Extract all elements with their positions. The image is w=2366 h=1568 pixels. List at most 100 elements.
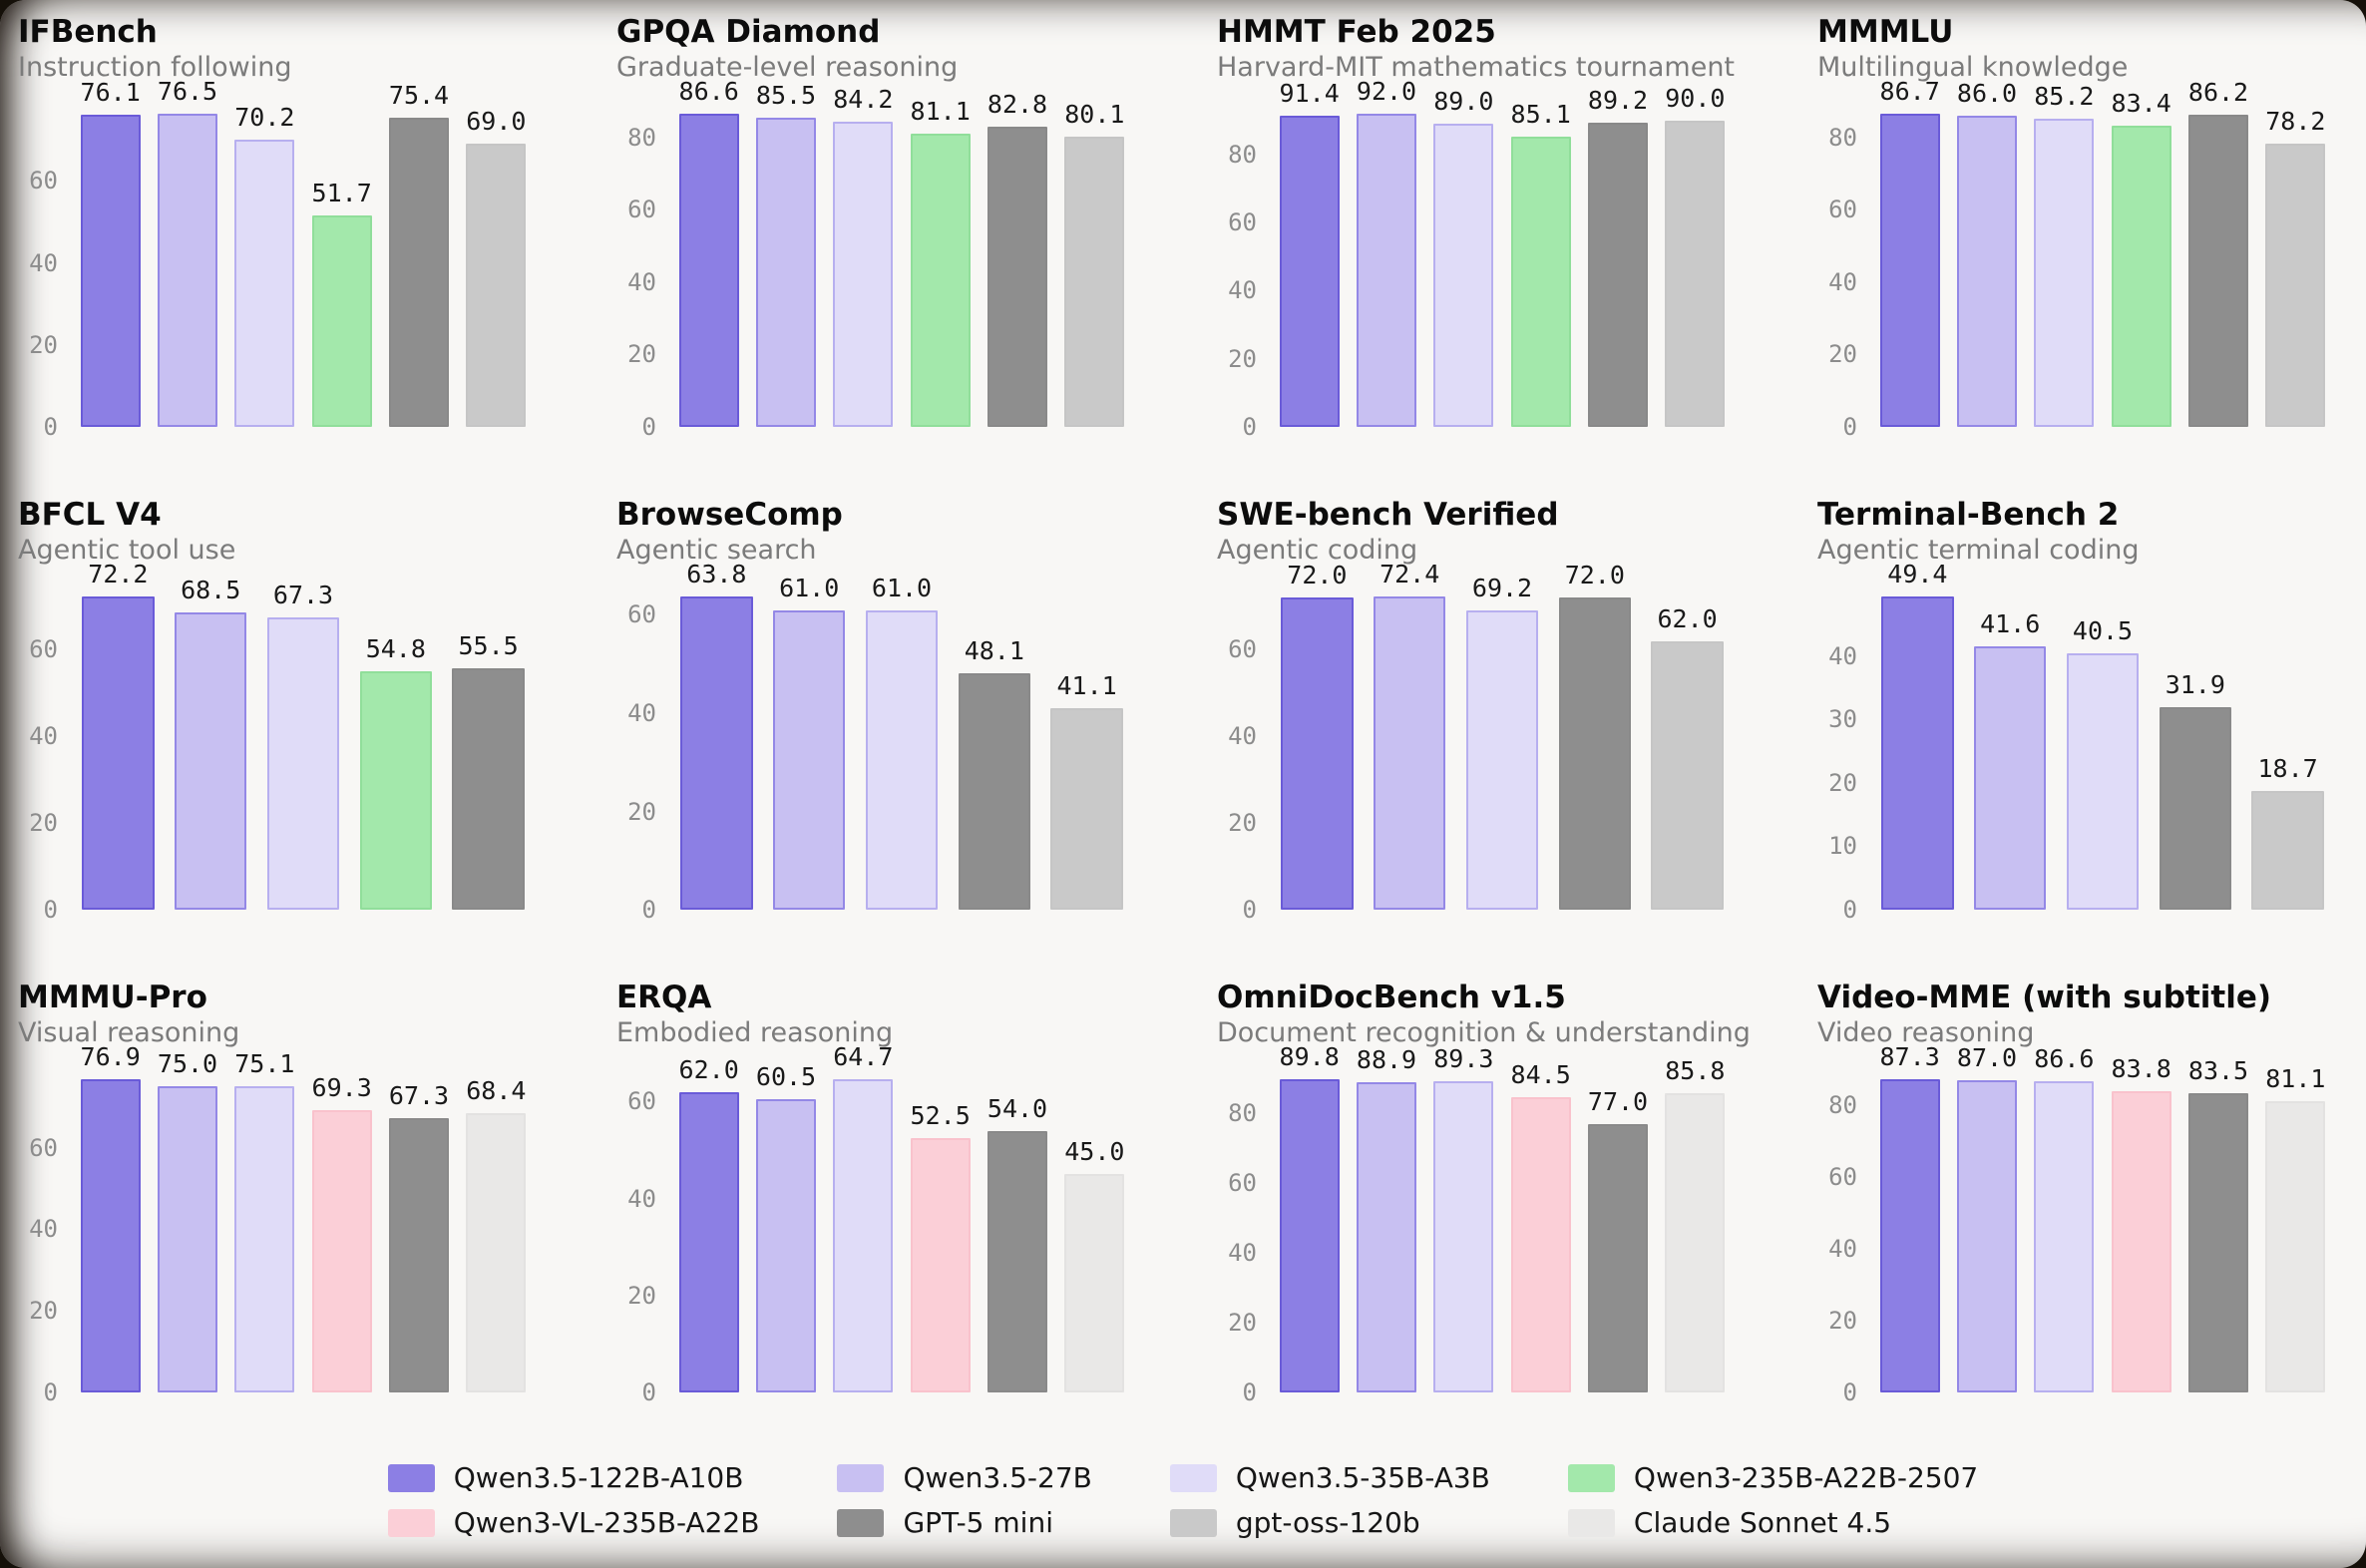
chart-cell: GPQA Diamond Graduate-level reasoning 0 20 4…: [606, 6, 1207, 489]
bar: [388, 118, 450, 427]
bar: [1279, 115, 1340, 427]
bar: [1510, 137, 1571, 427]
bar-value-label: 85.2: [2034, 82, 2095, 112]
legend: Qwen3.5-122B-A10B Qwen3-VL-235B-A22B Qwen3…: [0, 1462, 2366, 1539]
bar: [755, 1098, 817, 1392]
y-tick-label: 20: [627, 797, 656, 826]
bar-value-label: 75.0: [157, 1049, 218, 1079]
bar-value-label: 72.4: [1380, 559, 1440, 588]
y-tick-label: 60: [29, 634, 58, 663]
bar-value-label: 68.5: [181, 575, 241, 604]
bar-value-label: 51.7: [311, 178, 372, 207]
bar-value-label: 52.5: [910, 1100, 971, 1130]
y-tick-label: 0: [1242, 1378, 1257, 1406]
chart-subtitle: Harvard-MIT mathematics tournament: [1217, 52, 1736, 83]
bar: [678, 1091, 739, 1392]
y-tick-label: 20: [1828, 768, 1857, 797]
bar: [80, 1078, 141, 1392]
chart-title: Terminal-Bench 2: [1817, 497, 2120, 533]
y-tick-label: 40: [1828, 267, 1857, 296]
bar-value-label: 69.3: [311, 1072, 372, 1102]
bar-value-label: 87.0: [1956, 1042, 2018, 1072]
bar: [2111, 1091, 2171, 1392]
y-tick-label: 60: [627, 1087, 656, 1116]
bar-value-label: 41.6: [1980, 608, 2041, 638]
legend-item: Qwen3-VL-235B-A22B: [387, 1507, 759, 1539]
bar-value-label: 60.5: [755, 1061, 817, 1091]
y-tick-label: 0: [43, 1378, 58, 1406]
bar: [986, 1130, 1048, 1392]
chart-title: BrowseComp: [616, 497, 843, 533]
chart-title: BFCL V4: [18, 497, 162, 533]
bar: [266, 617, 340, 910]
bar: [1881, 595, 1954, 910]
y-tick-label: 60: [29, 1133, 58, 1162]
chart-plot: 0 20 40 60 63.8 61.0 61.0 48.1 41.1: [627, 560, 1133, 924]
chart-cell: HMMT Feb 2025 Harvard-MIT mathematics tou…: [1207, 6, 1807, 489]
chart-cell: IFBench Instruction following 0 20 40 60 76.1 7…: [8, 6, 606, 489]
bar: [2187, 1092, 2249, 1392]
y-tick-label: 20: [627, 1281, 656, 1310]
chart-title: IFBench: [18, 14, 158, 50]
bar-value-label: 81.1: [910, 96, 971, 126]
legend-swatch: [837, 1509, 885, 1537]
bar-value-label: 54.0: [986, 1093, 1048, 1123]
y-tick-label: 40: [1228, 1239, 1257, 1268]
chart-plot: 0 20 40 60 76.1 76.5 70.2 51.7 75.4 69.0: [29, 77, 535, 441]
bar-value-label: 40.5: [2072, 615, 2134, 645]
chart-subtitle: Agentic coding: [1217, 535, 1418, 566]
bar-value-label: 85.1: [1510, 100, 1571, 130]
bar-value-label: 86.7: [1879, 76, 1940, 106]
bar-value-label: 48.1: [964, 636, 1024, 666]
legend-item: Qwen3.5-122B-A10B: [387, 1462, 760, 1494]
bar-value-label: 72.0: [1287, 561, 1348, 590]
bar: [157, 1086, 218, 1392]
y-tick-label: 60: [627, 196, 656, 224]
chart-cell: ERQA Embodied reasoning 0 20 40 60 62.0 60.5 64.…: [606, 972, 1207, 1454]
y-tick-label: 0: [43, 896, 58, 924]
bar: [1279, 1078, 1340, 1392]
y-tick-label: 40: [627, 699, 656, 727]
bar: [1651, 640, 1724, 910]
bar: [1050, 707, 1123, 910]
bar: [234, 1085, 295, 1392]
bar-value-label: 67.3: [272, 581, 334, 610]
bar: [1587, 1123, 1649, 1392]
y-tick-label: 60: [1228, 635, 1257, 664]
chart-cell: Video-MME (with subtitle) Video reasoning…: [1807, 972, 2366, 1454]
chart-subtitle: Document recognition & understanding: [1217, 1017, 1751, 1048]
y-tick-label: 40: [1828, 1235, 1857, 1264]
bar: [958, 673, 1030, 910]
bar: [2034, 119, 2095, 427]
legend-swatch: [387, 1464, 435, 1492]
bar: [157, 113, 218, 427]
bar: [175, 611, 247, 910]
chart-subtitle: Graduate-level reasoning: [616, 52, 959, 83]
y-tick-label: 80: [1828, 1091, 1857, 1120]
bar-value-label: 91.4: [1279, 78, 1340, 108]
bar-value-label: 92.0: [1356, 76, 1417, 106]
y-tick-label: 0: [1242, 413, 1257, 441]
bar-value-label: 67.3: [388, 1080, 450, 1110]
bar: [865, 609, 939, 910]
y-tick-label: 80: [1228, 1099, 1257, 1128]
bar-value-label: 84.2: [833, 85, 894, 115]
bar: [2265, 1101, 2326, 1392]
bar: [910, 1137, 971, 1392]
bar-value-label: 89.3: [1433, 1043, 1494, 1073]
bar-value-label: 68.4: [466, 1076, 527, 1106]
bar-value-label: 85.8: [1665, 1055, 1726, 1085]
bar: [82, 595, 155, 910]
bar: [2265, 144, 2326, 427]
bar: [311, 214, 372, 427]
bar: [1064, 1174, 1125, 1392]
y-tick-label: 60: [627, 600, 656, 629]
bar: [234, 139, 295, 427]
legend-item-label: gpt-oss-120b: [1235, 1506, 1420, 1539]
y-tick-label: 0: [1842, 413, 1857, 441]
chart-subtitle: Agentic search: [616, 535, 817, 566]
bar: [1665, 1092, 1726, 1392]
y-tick-label: 20: [1228, 1309, 1257, 1338]
bar: [1587, 123, 1649, 427]
bar: [1064, 137, 1125, 427]
